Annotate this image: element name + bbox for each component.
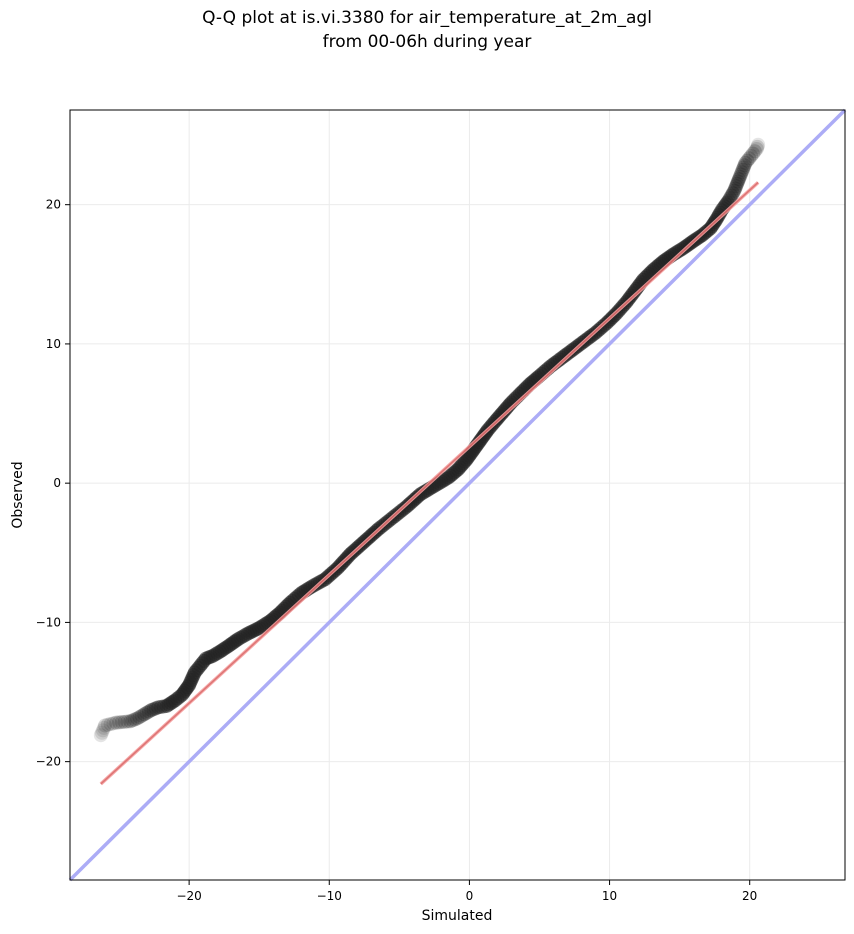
scatter-point	[740, 153, 755, 168]
grid-lines	[70, 110, 845, 880]
chart-title-line1: Q-Q plot at is.vi.3380 for air_temperatu…	[202, 8, 652, 28]
x-axis-label: Simulated	[422, 908, 493, 924]
scatter-point	[728, 181, 743, 196]
scatter-point	[749, 141, 764, 156]
scatter-point	[731, 172, 746, 187]
y-tick-label: −10	[36, 615, 61, 629]
scatter-point	[100, 717, 115, 732]
scatter-point	[729, 179, 744, 194]
scatter-point	[750, 139, 765, 154]
scatter-point	[744, 148, 759, 163]
x-tick-label: 10	[602, 889, 617, 903]
scatter-point	[132, 710, 147, 725]
reference-lines	[68, 108, 847, 882]
scatter-point	[736, 160, 751, 175]
x-tick-label: 20	[742, 889, 757, 903]
scatter-point	[117, 714, 132, 729]
fit-line-core	[100, 181, 759, 785]
x-tick-label: 0	[466, 889, 474, 903]
scatter-point	[144, 703, 159, 718]
fit-line	[99, 181, 760, 786]
scatter-point	[120, 714, 135, 729]
scatter-point	[734, 165, 749, 180]
scatter-point	[738, 155, 753, 170]
chart-title-line2: from 00-06h during year	[322, 32, 532, 52]
scatter-point	[727, 183, 742, 198]
scatter-point	[731, 174, 746, 189]
x-axis-ticks: −20 −10 0 10 20	[176, 880, 757, 903]
scatter-point	[106, 716, 121, 731]
scatter-point	[103, 717, 118, 732]
scatter-point	[94, 725, 109, 740]
scatter-point	[139, 705, 154, 720]
scatter-point	[735, 162, 750, 177]
x-tick-label: −10	[317, 889, 342, 903]
scatter-point	[114, 715, 129, 730]
scatter-point	[112, 715, 127, 730]
scatter-point	[742, 151, 757, 166]
y-tick-label: 0	[53, 476, 61, 490]
scatter-point	[95, 723, 110, 738]
scatter-point	[148, 701, 163, 716]
scatter-point	[137, 707, 152, 722]
scatter-point	[98, 718, 113, 733]
scatter-point	[93, 728, 108, 743]
scatter-point	[134, 708, 149, 723]
y-tick-label: −20	[36, 755, 61, 769]
scatter-point	[751, 137, 766, 152]
x-tick-label: −20	[176, 889, 201, 903]
scatter-point	[732, 169, 747, 184]
scatter-point	[141, 704, 156, 719]
scatter-point	[725, 186, 740, 201]
scatter-point	[733, 167, 748, 182]
y-tick-label: 10	[46, 337, 61, 351]
scatter-point	[724, 188, 739, 203]
scatter-point	[730, 176, 745, 191]
plot-area-frame	[69, 109, 846, 881]
scatter-point	[723, 191, 738, 206]
scatter-point	[747, 144, 762, 159]
scatter-point	[737, 158, 752, 173]
y-tick-label: 20	[46, 198, 61, 212]
y-axis-ticks: −20 −10 0 10 20	[36, 198, 70, 769]
scatter-point	[109, 715, 124, 730]
scatter-point	[123, 714, 138, 729]
y-axis-label: Observed	[10, 461, 26, 528]
scatter-point	[130, 711, 145, 726]
scatter-point	[745, 146, 760, 161]
scatter-point	[125, 713, 140, 728]
scatter-point	[127, 712, 142, 727]
scatter-point	[146, 702, 161, 717]
identity-line	[68, 108, 847, 882]
scatter-point	[96, 720, 111, 735]
